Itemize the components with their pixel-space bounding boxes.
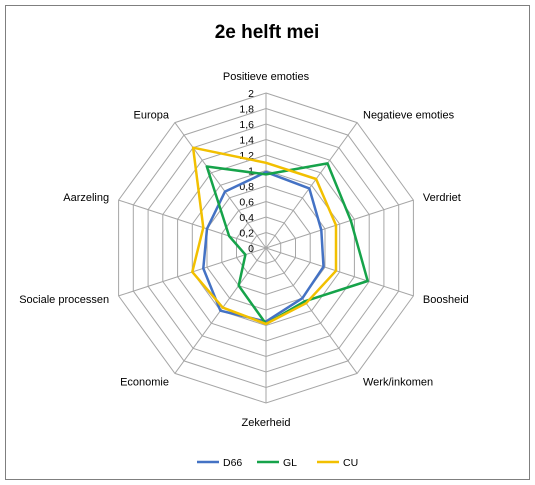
tick-label: 1,6 [239,119,254,131]
tick-label: 0,6 [239,197,254,209]
category-label: Europa [134,110,170,122]
grid-spoke [265,247,358,374]
category-label: Negatieve emoties [363,110,455,122]
series-line [202,170,325,323]
tick-label: 0,4 [239,212,254,224]
series-layer [191,146,369,326]
tick-label: 2 [248,88,254,100]
legend-label: CU [343,457,358,469]
category-label: Verdriet [423,192,461,204]
category-label: Aarzeling [63,192,109,204]
chart-title: 2e helft mei [215,22,320,43]
category-labels: Positieve emoties Negatieve emoties Verdri… [19,71,469,429]
category-label: Werk/inkomen [363,377,433,389]
grid-spoke [174,122,267,249]
legend-label: GL [283,457,297,469]
grid-spoke [265,247,414,297]
tick-label: 1,8 [239,104,254,116]
legend: D66 GL CU [197,457,358,469]
tick-label: 0 [248,243,254,255]
category-label: Economie [120,377,169,389]
category-label: Zekerheid [242,417,291,429]
series-line [191,146,338,326]
legend-label: D66 [223,457,242,469]
category-label: Sociale processen [19,294,109,306]
tick-label: 0,2 [239,228,254,240]
category-label: Positieve emoties [223,71,310,83]
category-label: Boosheid [423,294,469,306]
grid-spoke [265,122,358,249]
grid-spoke [118,199,267,249]
chart-frame [5,5,530,480]
tick-label: 1,4 [239,135,254,147]
grid-spoke [265,199,414,249]
grid-layer [118,92,414,404]
